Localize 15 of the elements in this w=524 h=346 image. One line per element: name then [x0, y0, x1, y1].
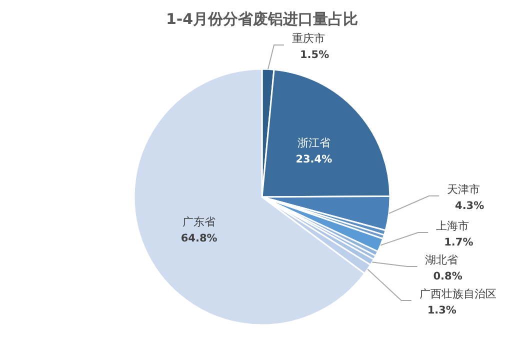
- slice-label: 浙江省: [297, 136, 330, 150]
- slice-label: 广西壮族自治区: [419, 287, 496, 300]
- slice-label: 广东省: [182, 216, 216, 229]
- slice-label: 上海市: [436, 219, 470, 232]
- data-label: 23.4%: [296, 153, 333, 166]
- data-label: 0.8%: [433, 270, 463, 282]
- data-label: 4.3%: [455, 200, 485, 212]
- slice-label: 天津市: [447, 182, 480, 196]
- data-label: 1.5%: [300, 49, 330, 61]
- slice-label: 湖北省: [425, 253, 458, 266]
- chart-title: 1-4月份分省废铝进口量占比: [166, 10, 358, 28]
- data-label: 64.8%: [180, 232, 218, 245]
- slice-label: 重庆市: [292, 32, 325, 45]
- data-label: 1.3%: [427, 304, 457, 316]
- data-label: 1.7%: [444, 236, 474, 248]
